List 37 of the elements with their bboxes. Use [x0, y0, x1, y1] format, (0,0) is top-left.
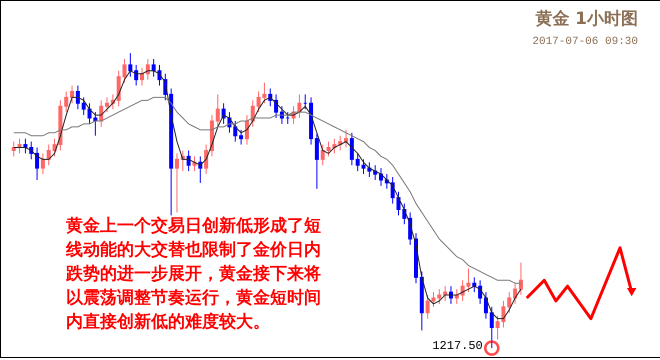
candlestick: [431, 292, 436, 308]
candlestick: [518, 262, 523, 296]
candlestick: [122, 58, 127, 84]
candlestick: [116, 70, 121, 107]
candlestick: [379, 168, 384, 186]
candlestick: [99, 100, 104, 128]
candlestick: [174, 152, 179, 213]
chart-title: 黄金 1小时图: [534, 9, 638, 29]
candlestick: [448, 286, 453, 304]
candlestick: [216, 94, 220, 128]
candlestick: [46, 144, 51, 166]
candlestick: [52, 138, 57, 157]
candlestick: [426, 294, 430, 320]
annotation: 1217.50: [432, 339, 483, 354]
candlestick: [40, 152, 45, 175]
candlestick: [496, 315, 500, 340]
candlestick: [70, 85, 74, 104]
candlestick: [501, 300, 506, 328]
candlestick: [466, 268, 470, 293]
candlestick: [262, 82, 266, 104]
candlestick: [314, 132, 319, 190]
candlestick: [12, 141, 16, 157]
candlestick: [35, 147, 40, 180]
candlestick: [146, 58, 150, 80]
candlestick: [362, 158, 366, 175]
chart-subtitle: 2017-07-06 09:30: [532, 36, 638, 48]
candlestick: [88, 102, 92, 124]
candlestick: [484, 292, 488, 320]
candlestick: [490, 306, 494, 349]
candlestick: [152, 58, 156, 78]
candlestick: [396, 191, 400, 216]
candlestick: [344, 129, 348, 148]
candlestick: [326, 141, 331, 157]
candlestick: [280, 106, 284, 124]
candlestick: [320, 144, 325, 166]
annotation: 黄金上一个交易日创新低形成了短线动能的大交替也限制了金价日内跌势的进一步展开，黄金接下来将以震荡调整节奏运行，黄金短时间内直接创新低的难度较大。: [65, 216, 321, 332]
candlestick: [105, 96, 110, 113]
